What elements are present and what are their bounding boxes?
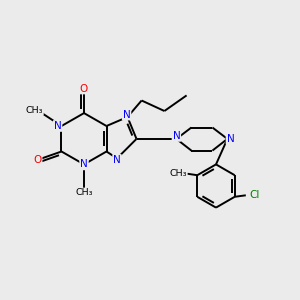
Text: O: O xyxy=(80,83,88,94)
Text: Cl: Cl xyxy=(250,190,260,200)
Text: N: N xyxy=(54,121,61,131)
Text: N: N xyxy=(123,110,130,120)
Text: CH₃: CH₃ xyxy=(75,188,93,197)
Text: CH₃: CH₃ xyxy=(169,169,187,178)
Text: N: N xyxy=(113,155,121,165)
Text: N: N xyxy=(80,159,88,170)
Text: CH₃: CH₃ xyxy=(26,106,43,115)
Text: N: N xyxy=(226,134,234,144)
Text: O: O xyxy=(33,155,42,165)
Text: N: N xyxy=(172,131,180,141)
